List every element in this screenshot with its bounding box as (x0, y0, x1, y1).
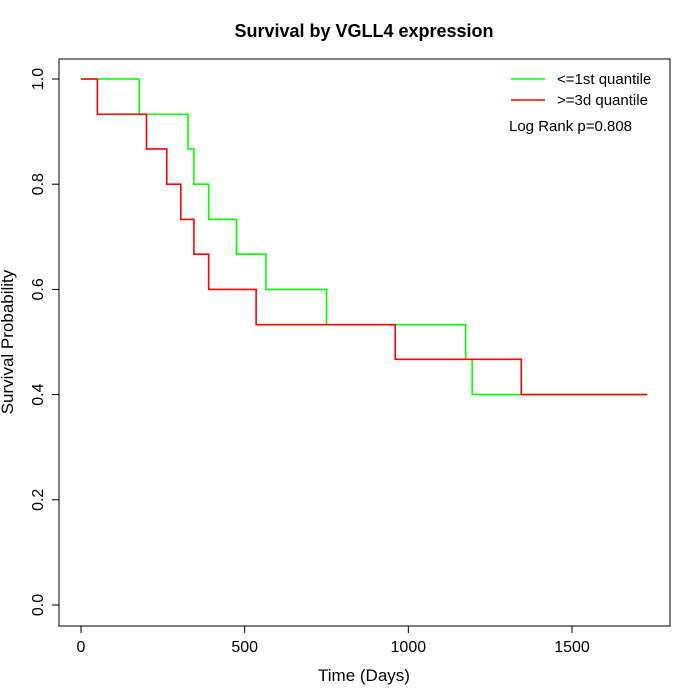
y-axis-label: Survival Probability (0, 269, 17, 414)
x-axis-label: Time (Days) (318, 666, 410, 685)
survival-curve-2 (81, 78, 648, 396)
legend-label-2: >=3d quantile (557, 92, 648, 109)
plot-frame (58, 58, 671, 627)
x-tick-label: 500 (231, 639, 258, 656)
chart-title: Survival by VGLL4 expression (234, 21, 493, 41)
y-tick-label: 0.2 (30, 489, 47, 511)
y-tick-label: 0.4 (30, 383, 47, 405)
log-rank-annotation: Log Rank p=0.808 (509, 118, 632, 135)
y-tick-label: 0.0 (30, 594, 47, 616)
y-tick-label: 1.0 (30, 68, 47, 90)
x-tick-label: 1000 (391, 639, 427, 656)
y-axis: 0.0 0.2 0.4 0.6 0.8 1.0 (30, 68, 60, 616)
y-tick-label: 0.6 (30, 278, 47, 300)
series-layer (81, 78, 648, 396)
y-tick-label: 0.8 (30, 173, 47, 195)
legend-label-1: <=1st quantile (557, 71, 651, 88)
x-tick-label: 0 (77, 639, 86, 656)
survival-curve-1 (81, 78, 648, 396)
x-axis: 0 500 1000 1500 (77, 625, 590, 656)
x-tick-label: 1500 (554, 639, 590, 656)
legend: <=1st quantile >=3d quantile (511, 71, 651, 109)
